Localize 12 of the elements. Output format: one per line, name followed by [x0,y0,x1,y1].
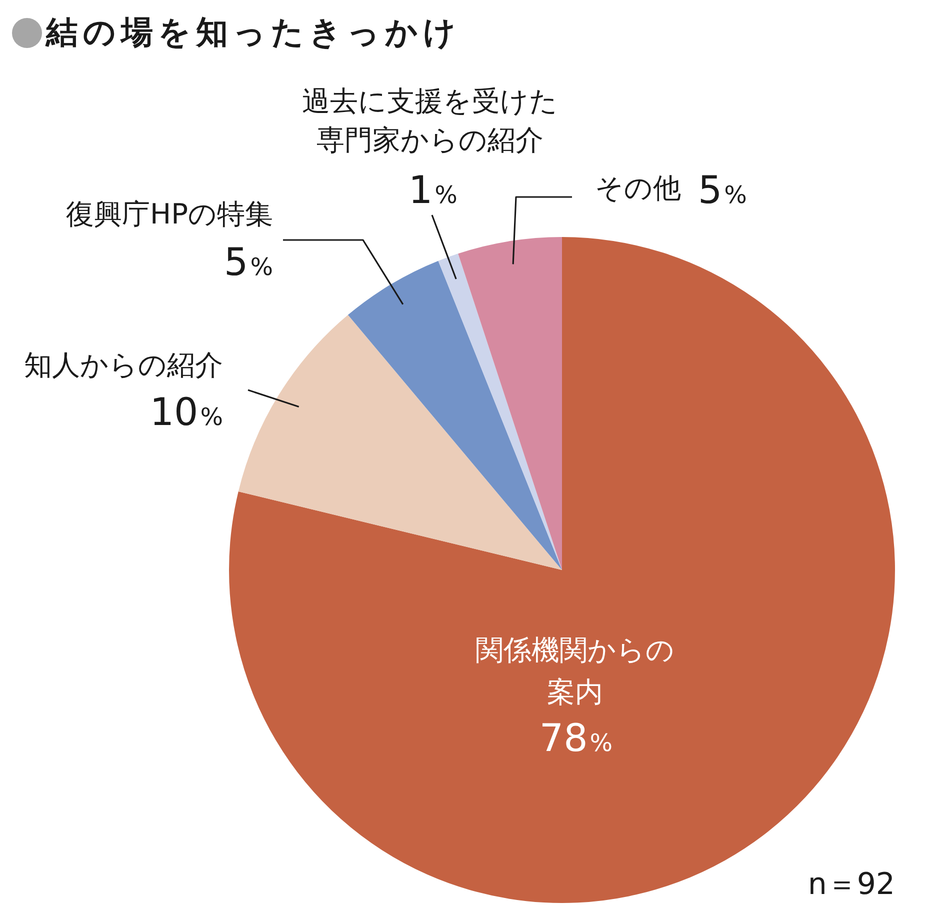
slice-label: 復興庁HPの特集 [66,197,273,230]
text: n＝92 [808,866,895,904]
slice-label: 過去に支援を受けた専門家からの紹介 [302,84,558,156]
data-label: 1% [408,168,458,212]
slice-label: その他 [595,171,681,204]
data-label: 78% [539,716,613,760]
slice-label: 関係機関からの案内 [476,633,674,708]
chart-title: 結の場を知ったきっかけ [46,12,461,53]
data-label: 5% [224,240,274,284]
data-label: 5% [698,168,747,212]
slice-label: 知人からの紹介 [24,348,223,382]
data-label: 10% [150,390,224,434]
